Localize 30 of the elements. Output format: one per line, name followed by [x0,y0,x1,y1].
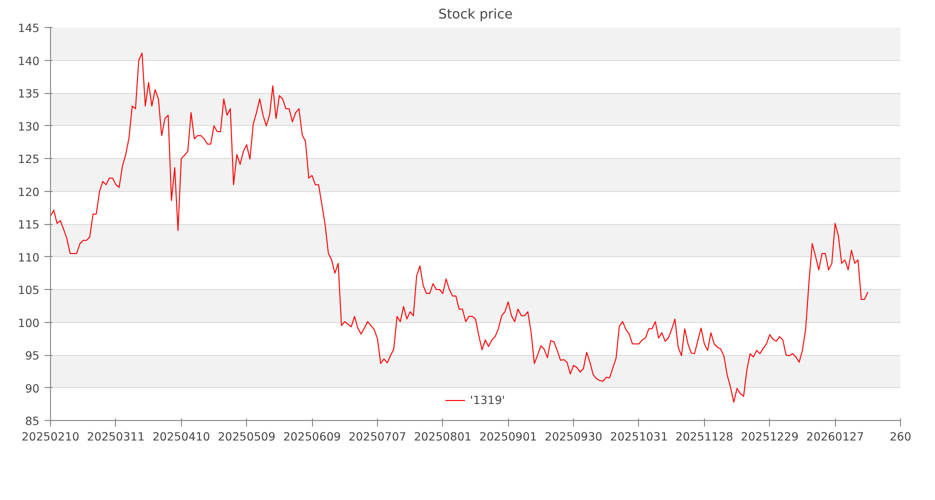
x-tick-label: 260 [890,430,912,444]
y-tick-label: 100 [18,316,40,330]
y-tick-label: 140 [18,54,40,68]
y-tick-label: 125 [18,152,40,166]
chart-title: Stock price [438,8,513,22]
line-series [50,52,868,403]
y-tick-label: 90 [25,381,40,396]
y-tick-label: 120 [18,184,40,199]
x-tick-label: 20250210 [22,430,80,444]
x-tick-label: 20251128 [676,430,734,444]
y-tick-label: 95 [25,348,40,362]
y-tick-label: 115 [18,218,40,232]
y-tick-label: 110 [18,250,40,264]
y-tick-label: 130 [18,119,40,134]
x-tick-label: 20250801 [414,430,472,444]
x-tick-label: 20251031 [610,430,668,444]
x-tick-label: 20250901 [479,430,538,444]
x-tick-label: 20251229 [740,430,799,444]
y-tick-label: 145 [18,21,40,35]
y-tick-label: 105 [18,283,40,297]
x-tick-label: 20250311 [87,430,145,444]
x-tick-label: 20250930 [544,430,602,444]
x-tick-label: 20250707 [348,430,406,444]
x-tick-label: 20250509 [218,430,276,444]
x-tick-label: 20250609 [283,430,341,444]
x-tick-label: 20260127 [806,430,864,444]
y-tick-label: 135 [18,86,40,100]
x-tick-label: 20250410 [152,430,210,444]
legend-label: '1319' [470,393,506,407]
y-tick-label: 85 [25,414,40,428]
